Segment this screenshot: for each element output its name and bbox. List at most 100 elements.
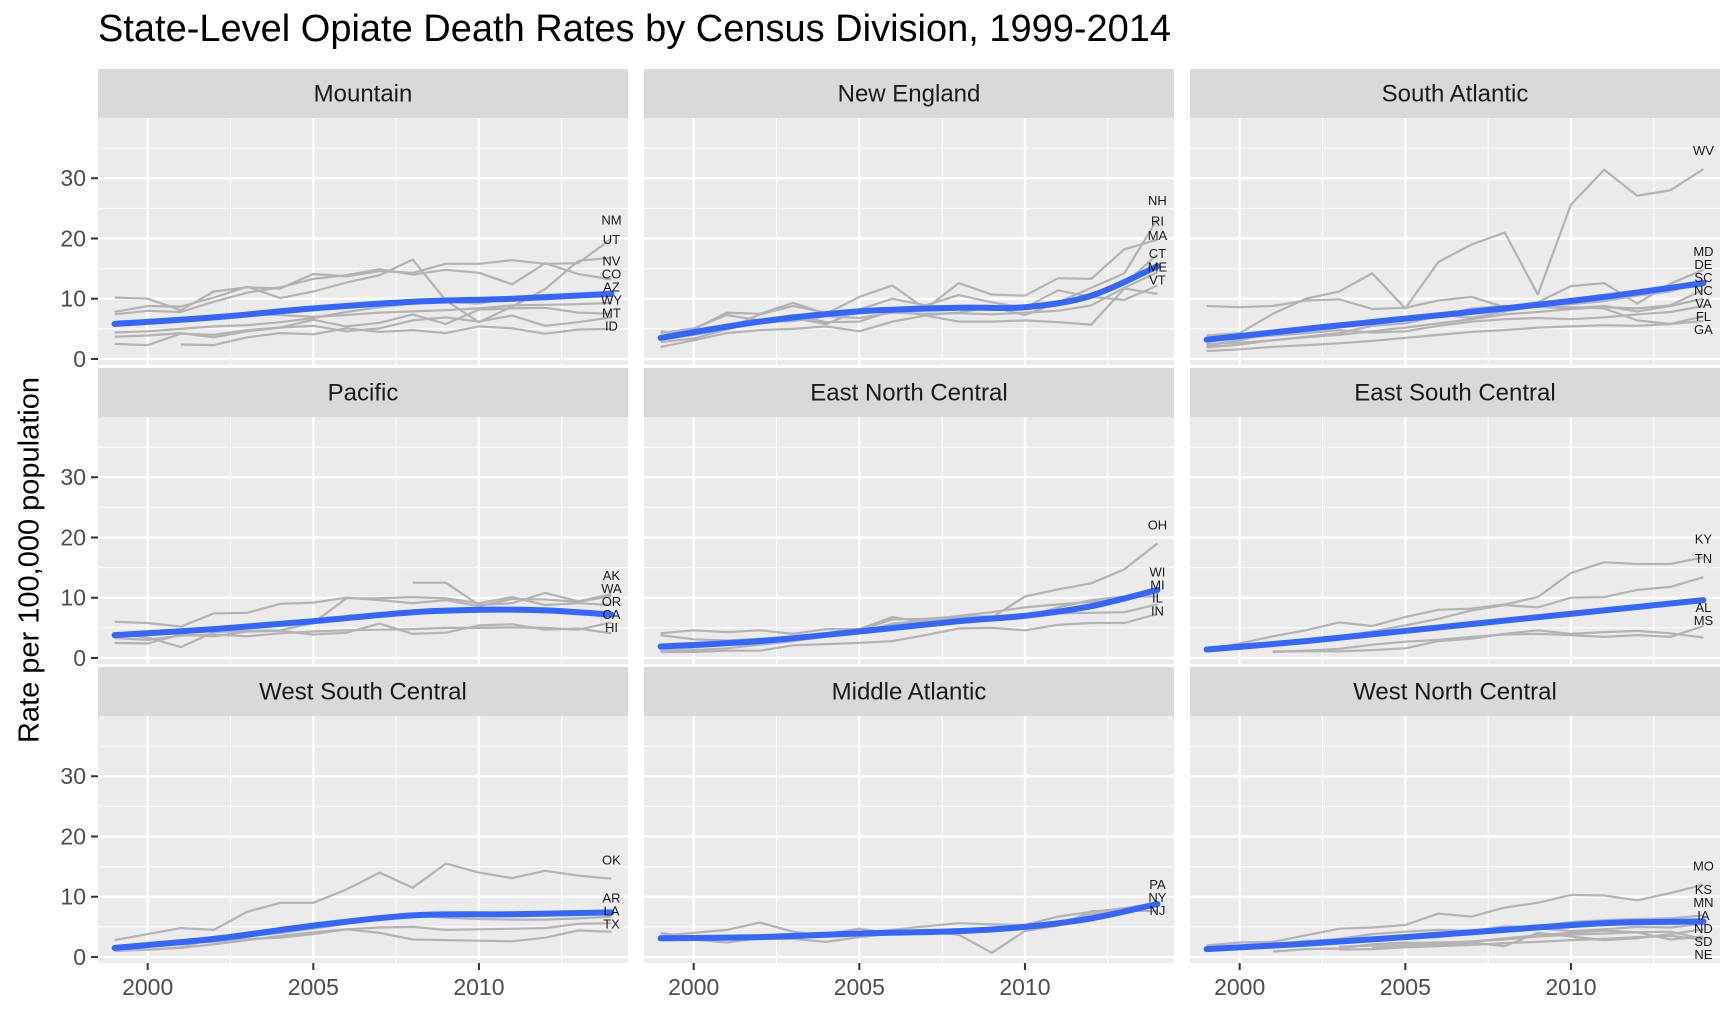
trend-line-south-atlantic	[1203, 280, 1707, 343]
state-label-de: DE	[1694, 257, 1712, 272]
series-line-ri	[660, 238, 1158, 338]
series-line-ok	[114, 862, 612, 942]
strip-label: Mountain	[314, 81, 413, 108]
state-label-ny: NY	[1148, 890, 1166, 905]
state-label-md: MD	[1693, 244, 1713, 259]
state-label-la: LA	[603, 904, 619, 919]
x-tick-label: 2010	[999, 974, 1050, 1000]
series-line-or	[114, 596, 612, 649]
state-label-sd: SD	[1694, 934, 1712, 949]
strip-south-atlantic	[1190, 69, 1720, 118]
strip-pacific	[98, 368, 628, 417]
state-label-ma: MA	[1148, 228, 1168, 243]
series-line-la	[114, 922, 612, 953]
x-tick-label: 2005	[1380, 974, 1431, 1000]
trend-line-west-south-central	[111, 909, 615, 951]
trend-line-new-england	[657, 263, 1161, 341]
series-line-vt	[660, 287, 1158, 348]
strip-label: West South Central	[259, 679, 467, 706]
state-label-id: ID	[605, 319, 618, 334]
trend-line-east-south-central	[1203, 597, 1707, 653]
state-label-wa: WA	[601, 581, 622, 596]
trend-line-pacific	[111, 606, 615, 639]
state-label-wv: WV	[1693, 143, 1714, 158]
x-tick-label: 2005	[834, 974, 885, 1000]
panel-background	[98, 118, 628, 365]
x-tick-label: 2000	[122, 974, 173, 1000]
state-label-ia: IA	[1697, 908, 1710, 923]
strip-mountain	[98, 69, 628, 118]
state-label-mi: MI	[1150, 578, 1164, 593]
x-tick-label: 2000	[1214, 974, 1265, 1000]
y-tick-label: 30	[60, 763, 86, 789]
y-tick-label: 10	[60, 884, 86, 910]
series-line-ky	[1206, 556, 1704, 652]
series-line-va	[1206, 304, 1704, 342]
state-label-ga: GA	[1694, 322, 1713, 337]
state-label-or: OR	[602, 594, 622, 609]
state-label-ms: MS	[1694, 613, 1714, 628]
strip-label: East South Central	[1354, 380, 1555, 407]
state-label-me: ME	[1148, 260, 1168, 275]
state-label-nv: NV	[602, 254, 620, 269]
state-label-az: AZ	[603, 280, 620, 295]
state-label-tx: TX	[603, 917, 620, 932]
y-tick-label: 20	[60, 225, 86, 251]
x-tick-label: 2010	[453, 974, 504, 1000]
series-line-nm	[114, 237, 613, 312]
series-line-mo	[1206, 883, 1704, 947]
trend-line-middle-atlantic	[657, 901, 1161, 942]
panel-background	[644, 716, 1174, 963]
y-tick-label: 10	[60, 286, 86, 312]
strip-west-south-central	[98, 667, 628, 716]
series-line-ne	[1339, 934, 1704, 951]
state-label-pa: PA	[1149, 877, 1166, 892]
state-label-ct: CT	[1149, 246, 1166, 261]
strip-west-north-central	[1190, 667, 1720, 716]
series-line-pa	[660, 901, 1158, 937]
panel-background	[98, 716, 628, 963]
strip-east-north-central	[644, 368, 1174, 417]
y-tick-label: 30	[60, 165, 86, 191]
y-tick-label: 0	[73, 944, 86, 970]
x-tick-label: 2005	[288, 974, 339, 1000]
state-label-wi: WI	[1149, 565, 1165, 580]
state-label-mt: MT	[602, 306, 621, 321]
state-label-al: AL	[1695, 600, 1711, 615]
x-tick-label: 2010	[1545, 974, 1596, 1000]
strip-label: New England	[838, 81, 981, 108]
state-label-nj: NJ	[1149, 903, 1165, 918]
strip-label: West North Central	[1353, 679, 1557, 706]
state-label-nh: NH	[1148, 193, 1167, 208]
state-label-mn: MN	[1693, 895, 1713, 910]
x-tick-label: 2000	[668, 974, 719, 1000]
series-line-in	[660, 612, 1158, 654]
strip-label: Pacific	[328, 380, 399, 407]
series-line-hi	[114, 622, 612, 645]
state-label-nd: ND	[1694, 921, 1713, 936]
state-label-ne: NE	[1694, 947, 1712, 962]
state-label-wy: WY	[601, 293, 622, 308]
strip-new-england	[644, 69, 1174, 118]
state-label-tn: TN	[1695, 551, 1712, 566]
state-label-vt: VT	[1149, 273, 1166, 288]
series-line-nv	[114, 262, 612, 316]
state-label-oh: OH	[1148, 518, 1168, 533]
state-label-ks: KS	[1695, 882, 1713, 897]
state-label-fl: FL	[1696, 309, 1711, 324]
state-label-ok: OK	[602, 853, 621, 868]
state-label-va: VA	[1695, 296, 1712, 311]
y-tick-label: 10	[60, 585, 86, 611]
trend-line-west-north-central	[1203, 918, 1707, 953]
series-line-nd	[1339, 929, 1704, 948]
y-tick-label: 20	[60, 524, 86, 550]
strip-label: Middle Atlantic	[832, 679, 987, 706]
y-tick-label: 20	[60, 823, 86, 849]
